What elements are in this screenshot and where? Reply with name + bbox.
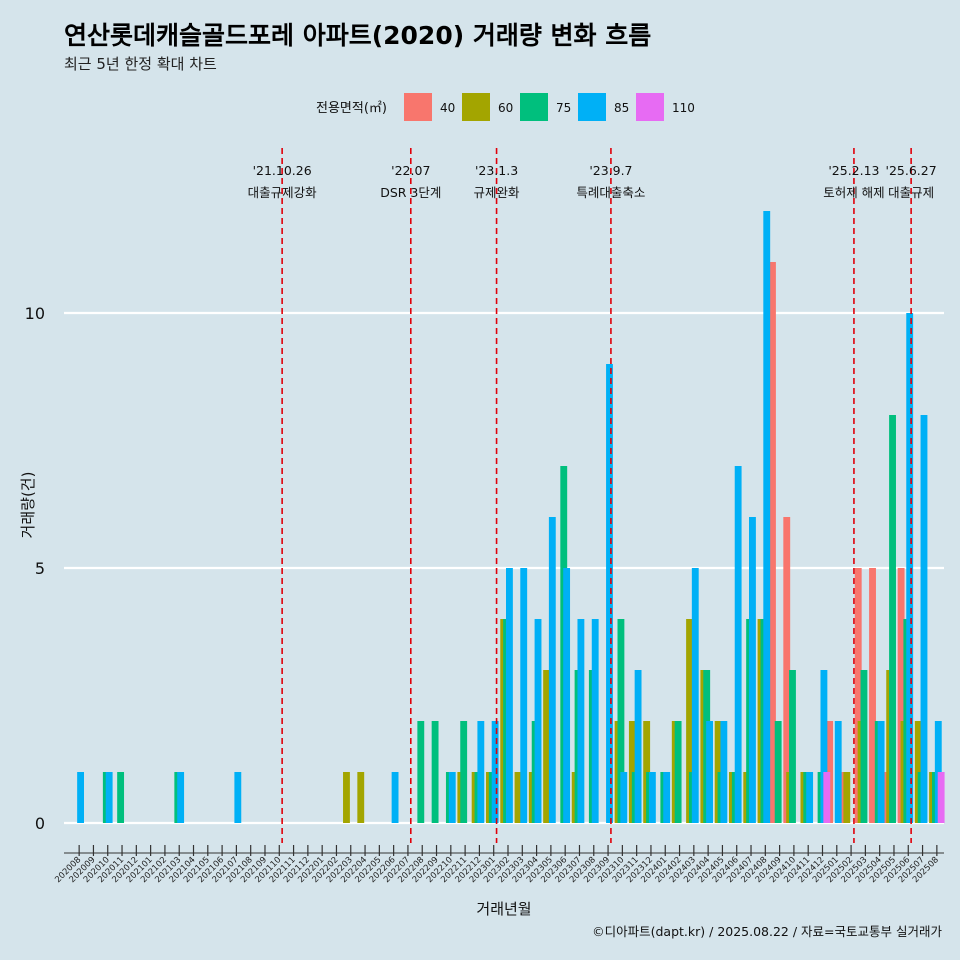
bar (663, 772, 671, 823)
bar (920, 415, 928, 823)
legend-swatch (578, 93, 606, 121)
bar (686, 619, 693, 823)
bar (843, 772, 851, 823)
bar (460, 721, 468, 823)
annotation-date: '25.2.13 (828, 163, 879, 178)
bar (869, 568, 876, 823)
bar (548, 517, 556, 823)
bar (543, 670, 551, 823)
bar (534, 619, 542, 823)
y-axis-title: 거래량(건) (19, 472, 37, 539)
bar (514, 772, 522, 823)
y-axis: 0 5 10 (25, 304, 45, 833)
annotation-label: 토허제 해제 (823, 185, 884, 200)
legend-label: 40 (440, 101, 455, 115)
bar (860, 670, 868, 823)
bar (789, 670, 796, 823)
bar (77, 772, 85, 823)
bar (834, 721, 842, 823)
bar (634, 670, 642, 823)
bar (706, 721, 713, 823)
legend-swatch (520, 93, 548, 121)
annotation-label: 규제완화 (474, 185, 521, 200)
legend-label: 60 (498, 101, 513, 115)
annotation-label: DSR 3단계 (380, 185, 441, 200)
bar (177, 772, 185, 823)
bar (477, 721, 485, 823)
bar (417, 721, 425, 823)
bar (763, 211, 771, 823)
bar (234, 772, 242, 823)
legend-label: 85 (614, 101, 629, 115)
bar (734, 466, 742, 823)
bar (720, 721, 728, 823)
x-axis-title: 거래년월 (476, 900, 531, 918)
x-axis: 2020082020092020102020112020122021012021… (53, 845, 944, 885)
bar (491, 721, 499, 823)
bar (105, 772, 113, 823)
annotation-date: '23.1.3 (475, 163, 518, 178)
bar (783, 517, 791, 823)
annotation-date: '22.07 (391, 163, 430, 178)
annotation-label: 대출규제 (888, 185, 934, 200)
bar (563, 568, 571, 823)
annotations: '21.10.26 대출규제강화 '22.07 DSR 3단계 '23.1.3 규제완화 '… (248, 148, 937, 843)
bar (854, 568, 862, 823)
bar (391, 772, 399, 823)
y-tick-label: 10 (25, 304, 45, 323)
bar (769, 262, 776, 823)
bar (343, 772, 350, 823)
bars (77, 211, 945, 823)
legend-title: 전용면적(㎡) (316, 101, 387, 116)
legend-swatch (636, 93, 664, 121)
annotation-date: '23.9.7 (589, 163, 632, 178)
annotation-date: '25.6.27 (886, 163, 937, 178)
bar (648, 772, 656, 823)
annotation-date: '21.10.26 (253, 163, 312, 178)
y-tick-label: 0 (35, 814, 45, 833)
bar (431, 721, 439, 823)
bar (448, 772, 456, 823)
bar (591, 619, 599, 823)
bar (620, 772, 628, 823)
chart-title: 연산롯데캐슬골드포레 아파트(2020) 거래량 변화 흐름 (64, 21, 651, 50)
legend-label: 110 (672, 101, 695, 115)
bar (877, 721, 885, 823)
bar (577, 619, 585, 823)
legend: 전용면적(㎡) 40 60 75 85 110 (316, 93, 695, 121)
bar (897, 568, 905, 823)
bar (117, 772, 125, 823)
bar (505, 568, 513, 823)
bar (749, 517, 756, 823)
legend-swatch (462, 93, 490, 121)
legend-swatch (404, 93, 432, 121)
y-tick-label: 5 (35, 559, 45, 578)
bar (357, 772, 365, 823)
bar (691, 568, 699, 823)
bar (806, 772, 814, 823)
caption: ©디아파트(dapt.kr) / 2025.08.22 / 자료=국토교통부 실… (592, 924, 942, 939)
bar (520, 568, 528, 823)
annotation-label: 대출규제강화 (248, 185, 318, 200)
bar (823, 772, 831, 823)
chart-subtitle: 최근 5년 한정 확대 차트 (64, 55, 217, 73)
annotation-label: 특례대출축소 (576, 185, 645, 200)
bar (889, 415, 896, 823)
bar (674, 721, 682, 823)
bar (606, 364, 613, 823)
bar (774, 721, 782, 823)
legend-label: 75 (556, 101, 571, 115)
bar (906, 313, 914, 823)
bar (617, 619, 625, 823)
bar (937, 772, 945, 823)
bar (820, 670, 828, 823)
